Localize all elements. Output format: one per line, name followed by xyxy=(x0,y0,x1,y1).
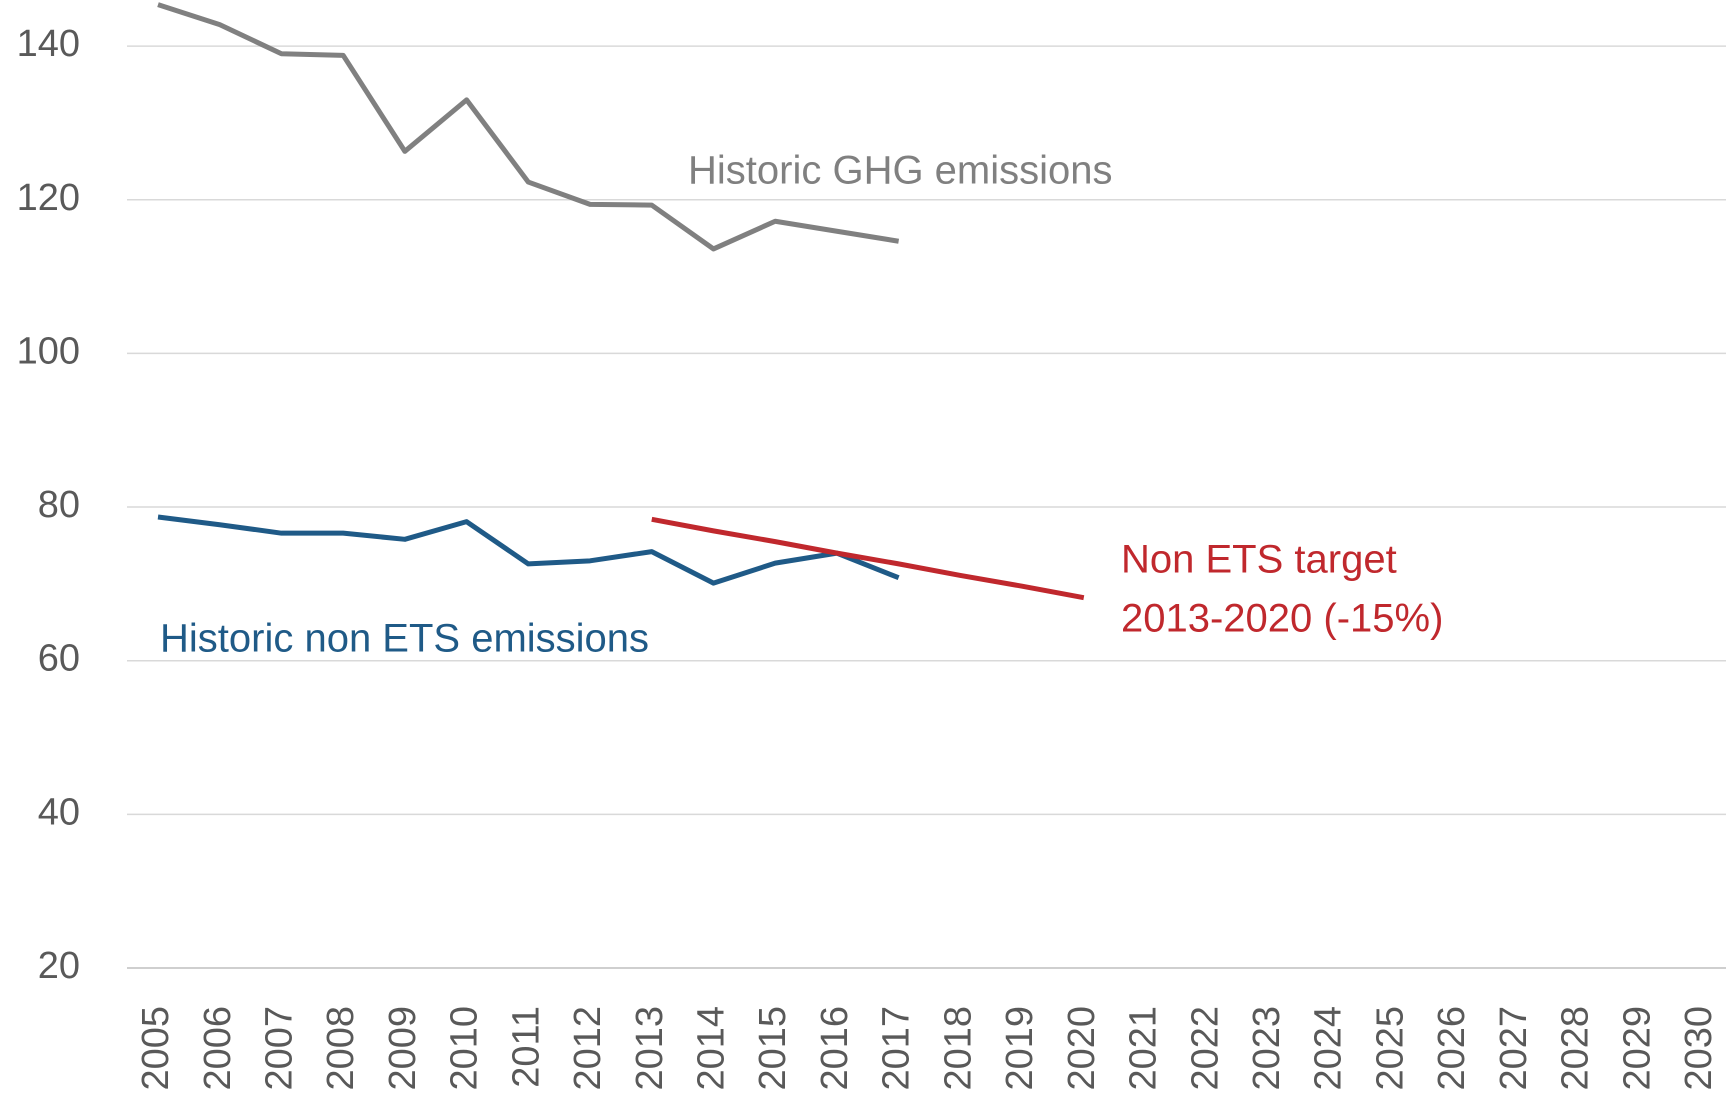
x-tick-label: 2018 xyxy=(937,1006,979,1091)
y-tick-label: 120 xyxy=(17,177,80,219)
x-tick-label: 2007 xyxy=(258,1006,300,1091)
y-tick-label: 60 xyxy=(38,638,80,680)
y-tick-label: 80 xyxy=(38,484,80,526)
series-label: Non ETS target xyxy=(1121,538,1397,582)
y-tick-label: 20 xyxy=(38,945,80,987)
y-tick-label: 100 xyxy=(17,330,80,372)
y-tick-label: 140 xyxy=(17,23,80,65)
x-tick-label: 2021 xyxy=(1123,1006,1165,1091)
series-line xyxy=(157,2,900,252)
x-tick-label: 2006 xyxy=(197,1006,239,1091)
x-tick-label: 2025 xyxy=(1369,1006,1411,1091)
x-tick-label: 2028 xyxy=(1555,1006,1597,1091)
x-tick-label: 2015 xyxy=(752,1006,794,1091)
x-tick-label: 2012 xyxy=(567,1006,609,1091)
x-tick-label: 2029 xyxy=(1616,1006,1658,1091)
series-line xyxy=(157,514,900,586)
series-label: Historic GHG emissions xyxy=(688,149,1113,193)
series-line xyxy=(651,516,1085,601)
x-tick-label: 2027 xyxy=(1493,1006,1535,1091)
series-label: Historic non ETS emissions xyxy=(160,617,649,661)
x-tick-label: 2024 xyxy=(1308,1006,1350,1091)
x-tick-label: 2008 xyxy=(320,1006,362,1091)
x-tick-label: 2026 xyxy=(1431,1006,1473,1091)
x-tick-label: 2019 xyxy=(999,1006,1041,1091)
x-tick-label: 2017 xyxy=(876,1006,918,1091)
x-tick-label: 2011 xyxy=(505,1006,547,1088)
x-tick-label: 2020 xyxy=(1061,1006,1103,1091)
x-tick-label: 2014 xyxy=(691,1006,733,1091)
x-tick-label: 2010 xyxy=(444,1006,486,1091)
x-tick-label: 2016 xyxy=(814,1006,856,1091)
x-tick-label: 2023 xyxy=(1246,1006,1288,1091)
x-tick-label: 2030 xyxy=(1678,1006,1720,1091)
x-tick-label: 2013 xyxy=(629,1006,671,1091)
x-tick-label: 2022 xyxy=(1184,1006,1226,1091)
x-tick-label: 2009 xyxy=(382,1006,424,1091)
x-tick-label: 2005 xyxy=(135,1006,177,1091)
y-tick-label: 40 xyxy=(38,791,80,833)
series-label: 2013-2020 (-15%) xyxy=(1121,597,1443,641)
